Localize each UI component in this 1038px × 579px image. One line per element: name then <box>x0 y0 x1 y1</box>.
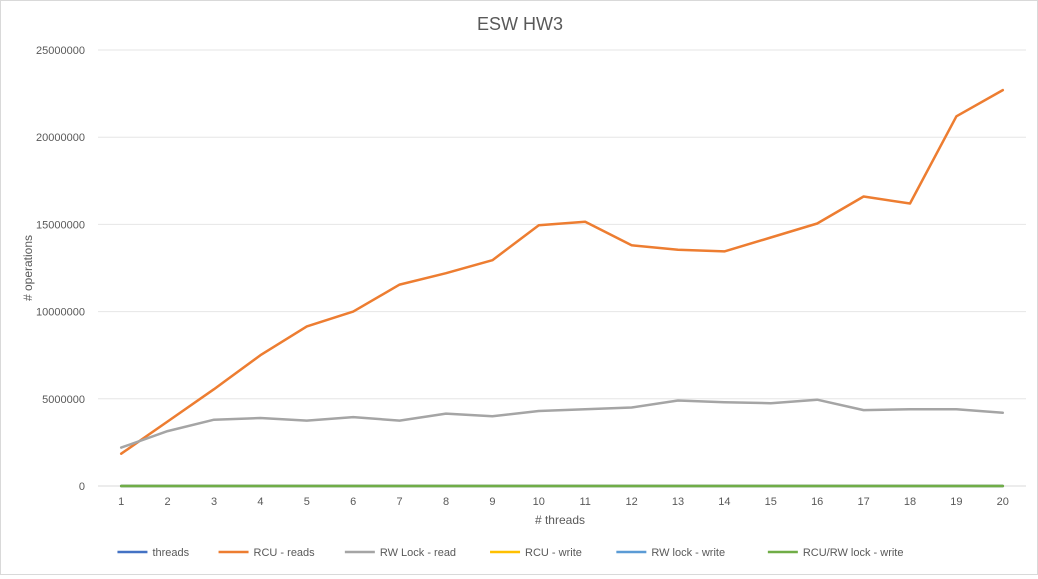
legend-item: RCU/RW lock - write <box>767 547 904 559</box>
x-axis-ticks: 1 2 3 4 5 6 7 8 9 10 11 12 13 14 15 16 17 18 19 20 <box>118 496 1009 508</box>
x-tick-label: 4 <box>257 496 263 508</box>
x-tick-label: 20 <box>997 496 1009 508</box>
series-line-rcu-reads <box>119 88 1005 455</box>
x-tick-label: 1 <box>118 496 124 508</box>
legend-label: RCU/RW lock - write <box>803 547 904 559</box>
legend-item: RW Lock - read <box>344 547 456 559</box>
x-tick-label: 10 <box>533 496 545 508</box>
y-tick-label: 10000000 <box>36 307 85 319</box>
series-lines <box>119 88 1005 488</box>
x-axis-title: # threads <box>535 513 585 527</box>
x-tick-label: 9 <box>489 496 495 508</box>
x-tick-label: 17 <box>857 496 869 508</box>
x-tick-label: 14 <box>718 496 730 508</box>
x-tick-label: 8 <box>443 496 449 508</box>
series-line-rw-lock-read <box>119 398 1005 449</box>
x-tick-label: 12 <box>625 496 637 508</box>
x-tick-label: 16 <box>811 496 823 508</box>
y-tick-label: 0 <box>79 481 85 493</box>
x-tick-label: 13 <box>672 496 684 508</box>
legend-label: RCU - reads <box>254 547 316 559</box>
legend-label: RW lock - write <box>651 547 725 559</box>
legend-item: RCU - write <box>490 547 582 559</box>
y-tick-label: 5000000 <box>42 394 85 406</box>
legend-item: RW lock - write <box>616 547 725 559</box>
gridlines <box>98 49 1026 487</box>
x-tick-label: 5 <box>304 496 310 508</box>
chart-title: ESW HW3 <box>477 14 563 34</box>
legend-item: RCU - reads <box>218 547 316 559</box>
x-tick-label: 11 <box>579 496 590 508</box>
x-tick-label: 15 <box>765 496 777 508</box>
x-tick-label: 18 <box>904 496 916 508</box>
y-axis-title: # operations <box>21 235 35 301</box>
x-tick-label: 19 <box>950 496 962 508</box>
legend-label: RW Lock - read <box>380 547 456 559</box>
legend-label: RCU - write <box>525 547 582 559</box>
y-tick-label: 15000000 <box>36 219 85 231</box>
y-axis-ticks: 0 5000000 10000000 15000000 20000000 25000000 <box>36 45 85 493</box>
legend-item: threads <box>117 547 190 559</box>
y-tick-label: 25000000 <box>36 45 85 57</box>
x-tick-label: 6 <box>350 496 356 508</box>
x-tick-label: 3 <box>211 496 217 508</box>
y-tick-label: 20000000 <box>36 132 85 144</box>
legend: threads RCU - reads RW Lock - read RCU - wr… <box>117 547 903 559</box>
x-tick-label: 2 <box>165 496 171 508</box>
legend-label: threads <box>152 547 189 559</box>
x-tick-label: 7 <box>397 496 403 508</box>
